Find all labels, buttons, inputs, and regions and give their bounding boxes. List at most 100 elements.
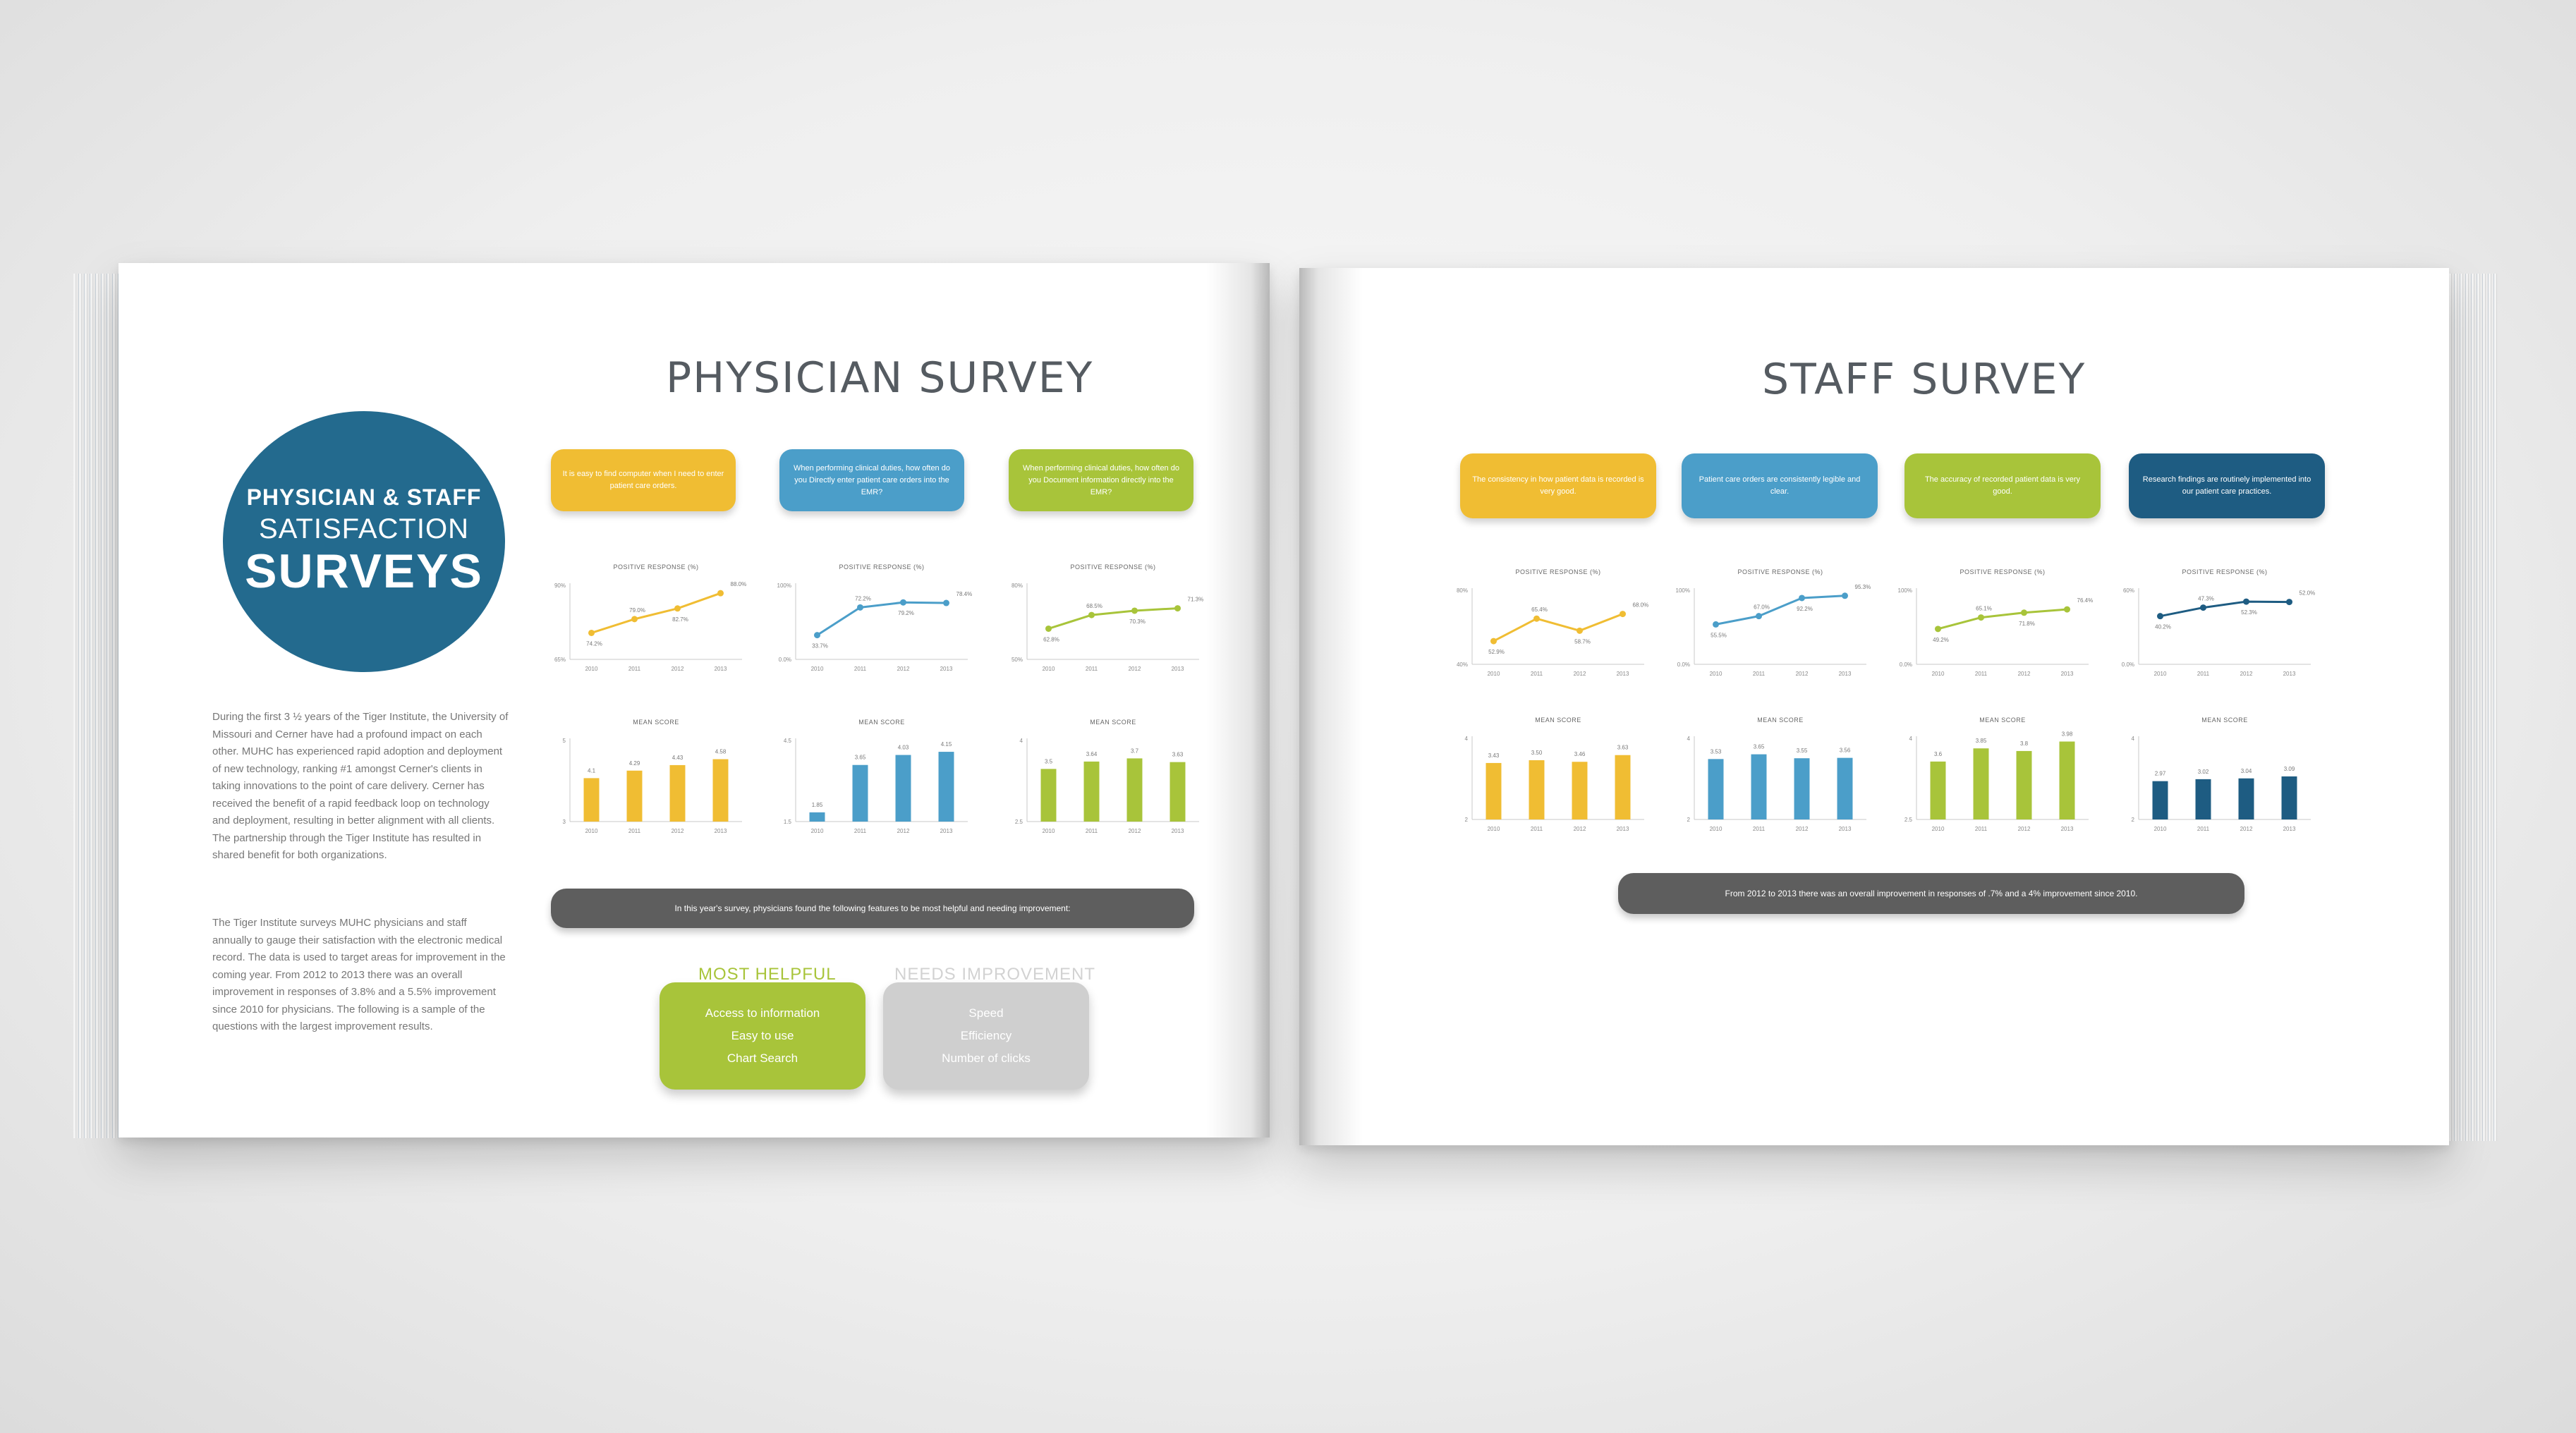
y-tick-label: 4: [1909, 736, 1913, 742]
data-label: 58.7%: [1574, 638, 1591, 645]
data-point: [2157, 613, 2163, 620]
data-label: 4.58: [715, 749, 727, 755]
data-point: [943, 599, 949, 606]
data-label: 3.85: [1976, 738, 1987, 744]
data-label: 71.3%: [1188, 597, 1204, 603]
y-tick-label: 0.0%: [2122, 661, 2134, 668]
page-title: PHYSICIAN SURVEY: [666, 353, 1094, 403]
y-tick-label: 4: [1465, 736, 1469, 742]
line-chart: POSITIVE RESPONSE (%) 80% 50% 2010 2011 2012 2…: [1011, 563, 1204, 672]
x-tick-label: 2011: [1753, 671, 1766, 677]
data-label: 3.09: [2284, 766, 2295, 772]
left-page-edge: [73, 274, 119, 1138]
series-line: [1715, 594, 1845, 626]
series-line: [2160, 600, 2290, 618]
bar: [1615, 755, 1631, 819]
x-tick-label: 2012: [897, 666, 910, 672]
bar: [1930, 761, 1946, 819]
bar-chart: MEAN SCORE 4 2 2010 2011 2012 2013 3.53 3.65 3.55…: [1687, 716, 1866, 832]
x-tick-label: 2012: [1796, 826, 1809, 832]
question-card: When performing clinical duties, how oft…: [779, 449, 964, 511]
data-point: [1978, 614, 1984, 621]
hero-line-1: PHYSICIAN & STAFF: [246, 484, 482, 510]
feature-item: Chart Search: [727, 1051, 798, 1065]
x-tick-label: 2013: [2283, 671, 2296, 677]
data-point: [1842, 592, 1848, 599]
bar: [2152, 781, 2168, 819]
x-tick-label: 2012: [897, 828, 910, 834]
bar: [1083, 761, 1100, 822]
y-tick-label: 65%: [554, 657, 566, 663]
data-point: [2021, 609, 2027, 616]
x-tick-label: 2012: [2240, 826, 2253, 832]
data-label: 3.7: [1131, 748, 1139, 754]
data-label: 68.0%: [1633, 602, 1649, 609]
data-label: 3.55: [1797, 748, 1808, 754]
data-point: [2200, 604, 2206, 611]
x-tick-label: 2011: [854, 666, 867, 672]
most-helpful-box: Access to information Easy to use Chart …: [660, 982, 865, 1090]
series-line: [1938, 608, 2067, 630]
y-tick-label: 0.0%: [1900, 661, 1912, 668]
data-label: 3.64: [1086, 751, 1098, 757]
y-tick-label: 100%: [777, 583, 791, 589]
x-tick-label: 2012: [2018, 826, 2031, 832]
x-tick-label: 2011: [1086, 666, 1098, 672]
hero-line-2: SATISFACTION: [259, 513, 469, 544]
data-point: [2064, 606, 2070, 613]
x-tick-label: 2013: [1172, 666, 1184, 672]
y-tick-label: 80%: [1457, 587, 1468, 594]
data-point: [1576, 627, 1583, 634]
question-card: Research findings are routinely implemen…: [2129, 453, 2325, 518]
chart-title: POSITIVE RESPONSE (%): [2182, 568, 2267, 575]
y-tick-label: 100%: [1676, 587, 1690, 594]
x-tick-label: 2012: [672, 828, 684, 834]
data-point: [1799, 594, 1805, 602]
data-label: 79.2%: [898, 610, 914, 616]
series-line: [816, 601, 947, 636]
data-label: 88.0%: [731, 581, 747, 587]
y-tick-label: 2.5: [1904, 817, 1913, 823]
x-tick-label: 2013: [2061, 671, 2074, 677]
bar: [1529, 760, 1545, 819]
x-tick-label: 2012: [2240, 671, 2253, 677]
y-tick-label: 60%: [2123, 587, 2134, 594]
data-label: 3.5: [1045, 758, 1053, 764]
y-tick-label: 2: [2132, 817, 2135, 823]
chart-title: MEAN SCORE: [858, 719, 905, 726]
data-label: 3.98: [2062, 731, 2073, 737]
x-tick-label: 2013: [1172, 828, 1184, 834]
feature-item: Access to information: [705, 1006, 820, 1020]
x-tick-label: 2013: [1839, 671, 1852, 677]
data-point: [1490, 638, 1497, 645]
y-tick-label: 4: [1020, 738, 1023, 744]
hero-line-3: SURVEYS: [245, 544, 483, 598]
data-label: 40.2%: [2155, 624, 2171, 630]
y-tick-label: 5: [563, 738, 566, 744]
x-tick-label: 2010: [1488, 671, 1500, 677]
data-point: [900, 599, 906, 606]
question-card: Patient care orders are consistently leg…: [1682, 453, 1878, 518]
question-card: The accuracy of recorded patient data is…: [1904, 453, 2101, 518]
bar: [895, 755, 911, 822]
x-tick-label: 2010: [2154, 826, 2167, 832]
data-label: 72.2%: [855, 595, 871, 602]
y-tick-label: 90%: [554, 583, 566, 589]
x-tick-label: 2013: [940, 666, 953, 672]
most-helpful-label: MOST HELPFUL: [698, 965, 837, 984]
x-tick-label: 2011: [1531, 826, 1543, 832]
x-tick-label: 2013: [1617, 826, 1629, 832]
feature-item: Efficiency: [960, 1029, 1012, 1042]
x-tick-label: 2010: [1710, 671, 1723, 677]
data-label: 52.0%: [2299, 590, 2316, 597]
x-tick-label: 2011: [1086, 828, 1098, 834]
bar: [1708, 759, 1724, 819]
data-label: 3.43: [1488, 752, 1500, 759]
feature-item: Easy to use: [731, 1029, 794, 1042]
line-chart: POSITIVE RESPONSE (%) 100% 0.0% 2010 2011 201…: [1676, 568, 1871, 677]
x-tick-label: 2013: [2283, 826, 2296, 832]
data-point: [717, 590, 724, 597]
data-label: 4.1: [588, 767, 596, 774]
data-point: [1935, 626, 1941, 633]
right-page: STAFF SURVEY The consistency in how pati…: [1299, 268, 2449, 1145]
